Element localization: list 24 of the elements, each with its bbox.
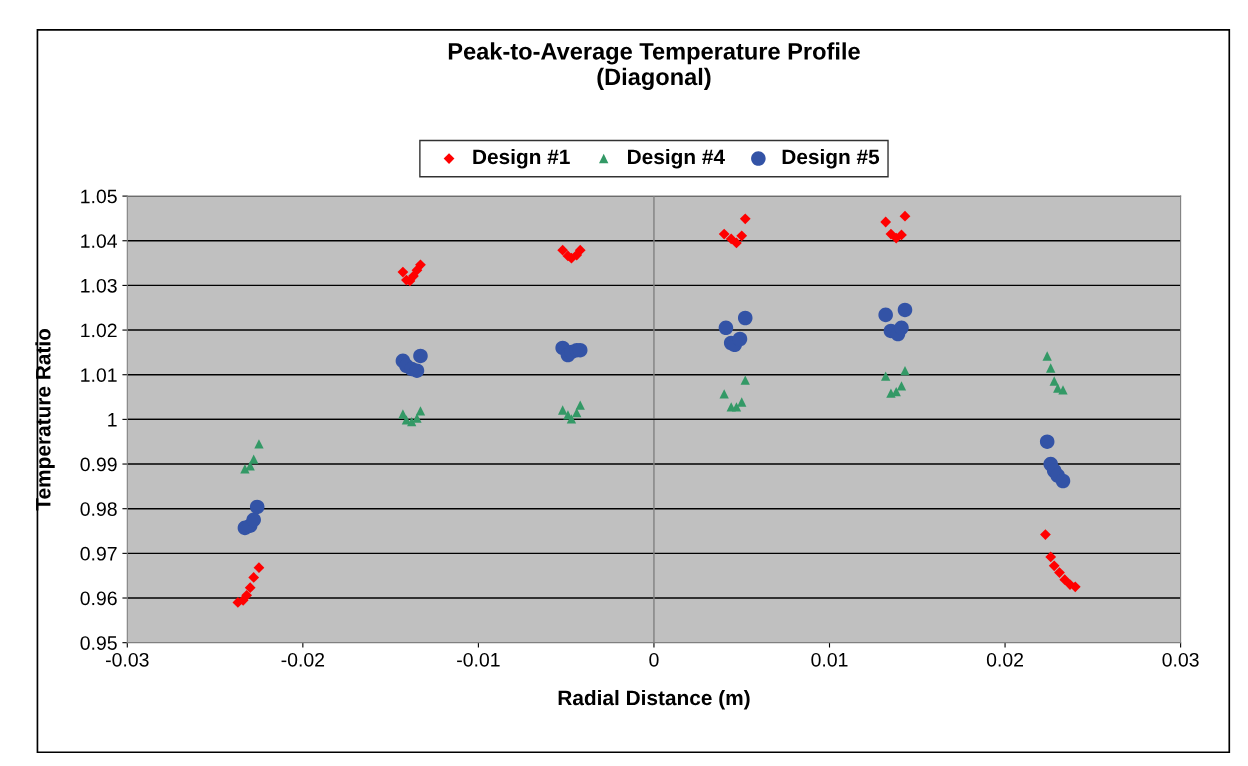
y-tick-label: 0.99 xyxy=(80,457,117,472)
y-tick-label: 1 xyxy=(108,413,117,427)
x-tick-label: 0.02 xyxy=(986,652,1023,667)
y-tick-label: 1.01 xyxy=(81,368,117,382)
x-tick-label: 0.01 xyxy=(811,652,848,667)
y-tick-label: 0.95 xyxy=(80,636,117,650)
y-axis-title: Temperature Ratio xyxy=(35,328,55,511)
y-tick-label: 0.97 xyxy=(80,546,117,561)
chart-title: Peak-to-Average Temperature Profile (Diagonal) xyxy=(448,42,860,90)
y-tick-label: 1.03 xyxy=(81,278,117,293)
y-tick-label: 0.96 xyxy=(80,591,117,606)
x-tick-label: -0.02 xyxy=(281,652,325,667)
x-tick-label: 0.03 xyxy=(1162,652,1199,667)
y-tick-label: 1.04 xyxy=(81,234,118,248)
y-tick-label: 0.98 xyxy=(80,502,117,516)
x-tick-label: -0.03 xyxy=(106,652,149,667)
legend-label: Design #5 xyxy=(782,148,880,169)
x-axis-title: Radial Distance (m) xyxy=(558,689,750,710)
legend-label: Design #4 xyxy=(628,148,725,169)
x-tick-label: -0.01 xyxy=(457,652,500,667)
legend-label: Design #1 xyxy=(473,148,570,169)
y-tick-label: 1.05 xyxy=(81,189,117,204)
x-tick-label: 0 xyxy=(649,652,659,667)
y-tick-label: 1.02 xyxy=(81,323,117,338)
